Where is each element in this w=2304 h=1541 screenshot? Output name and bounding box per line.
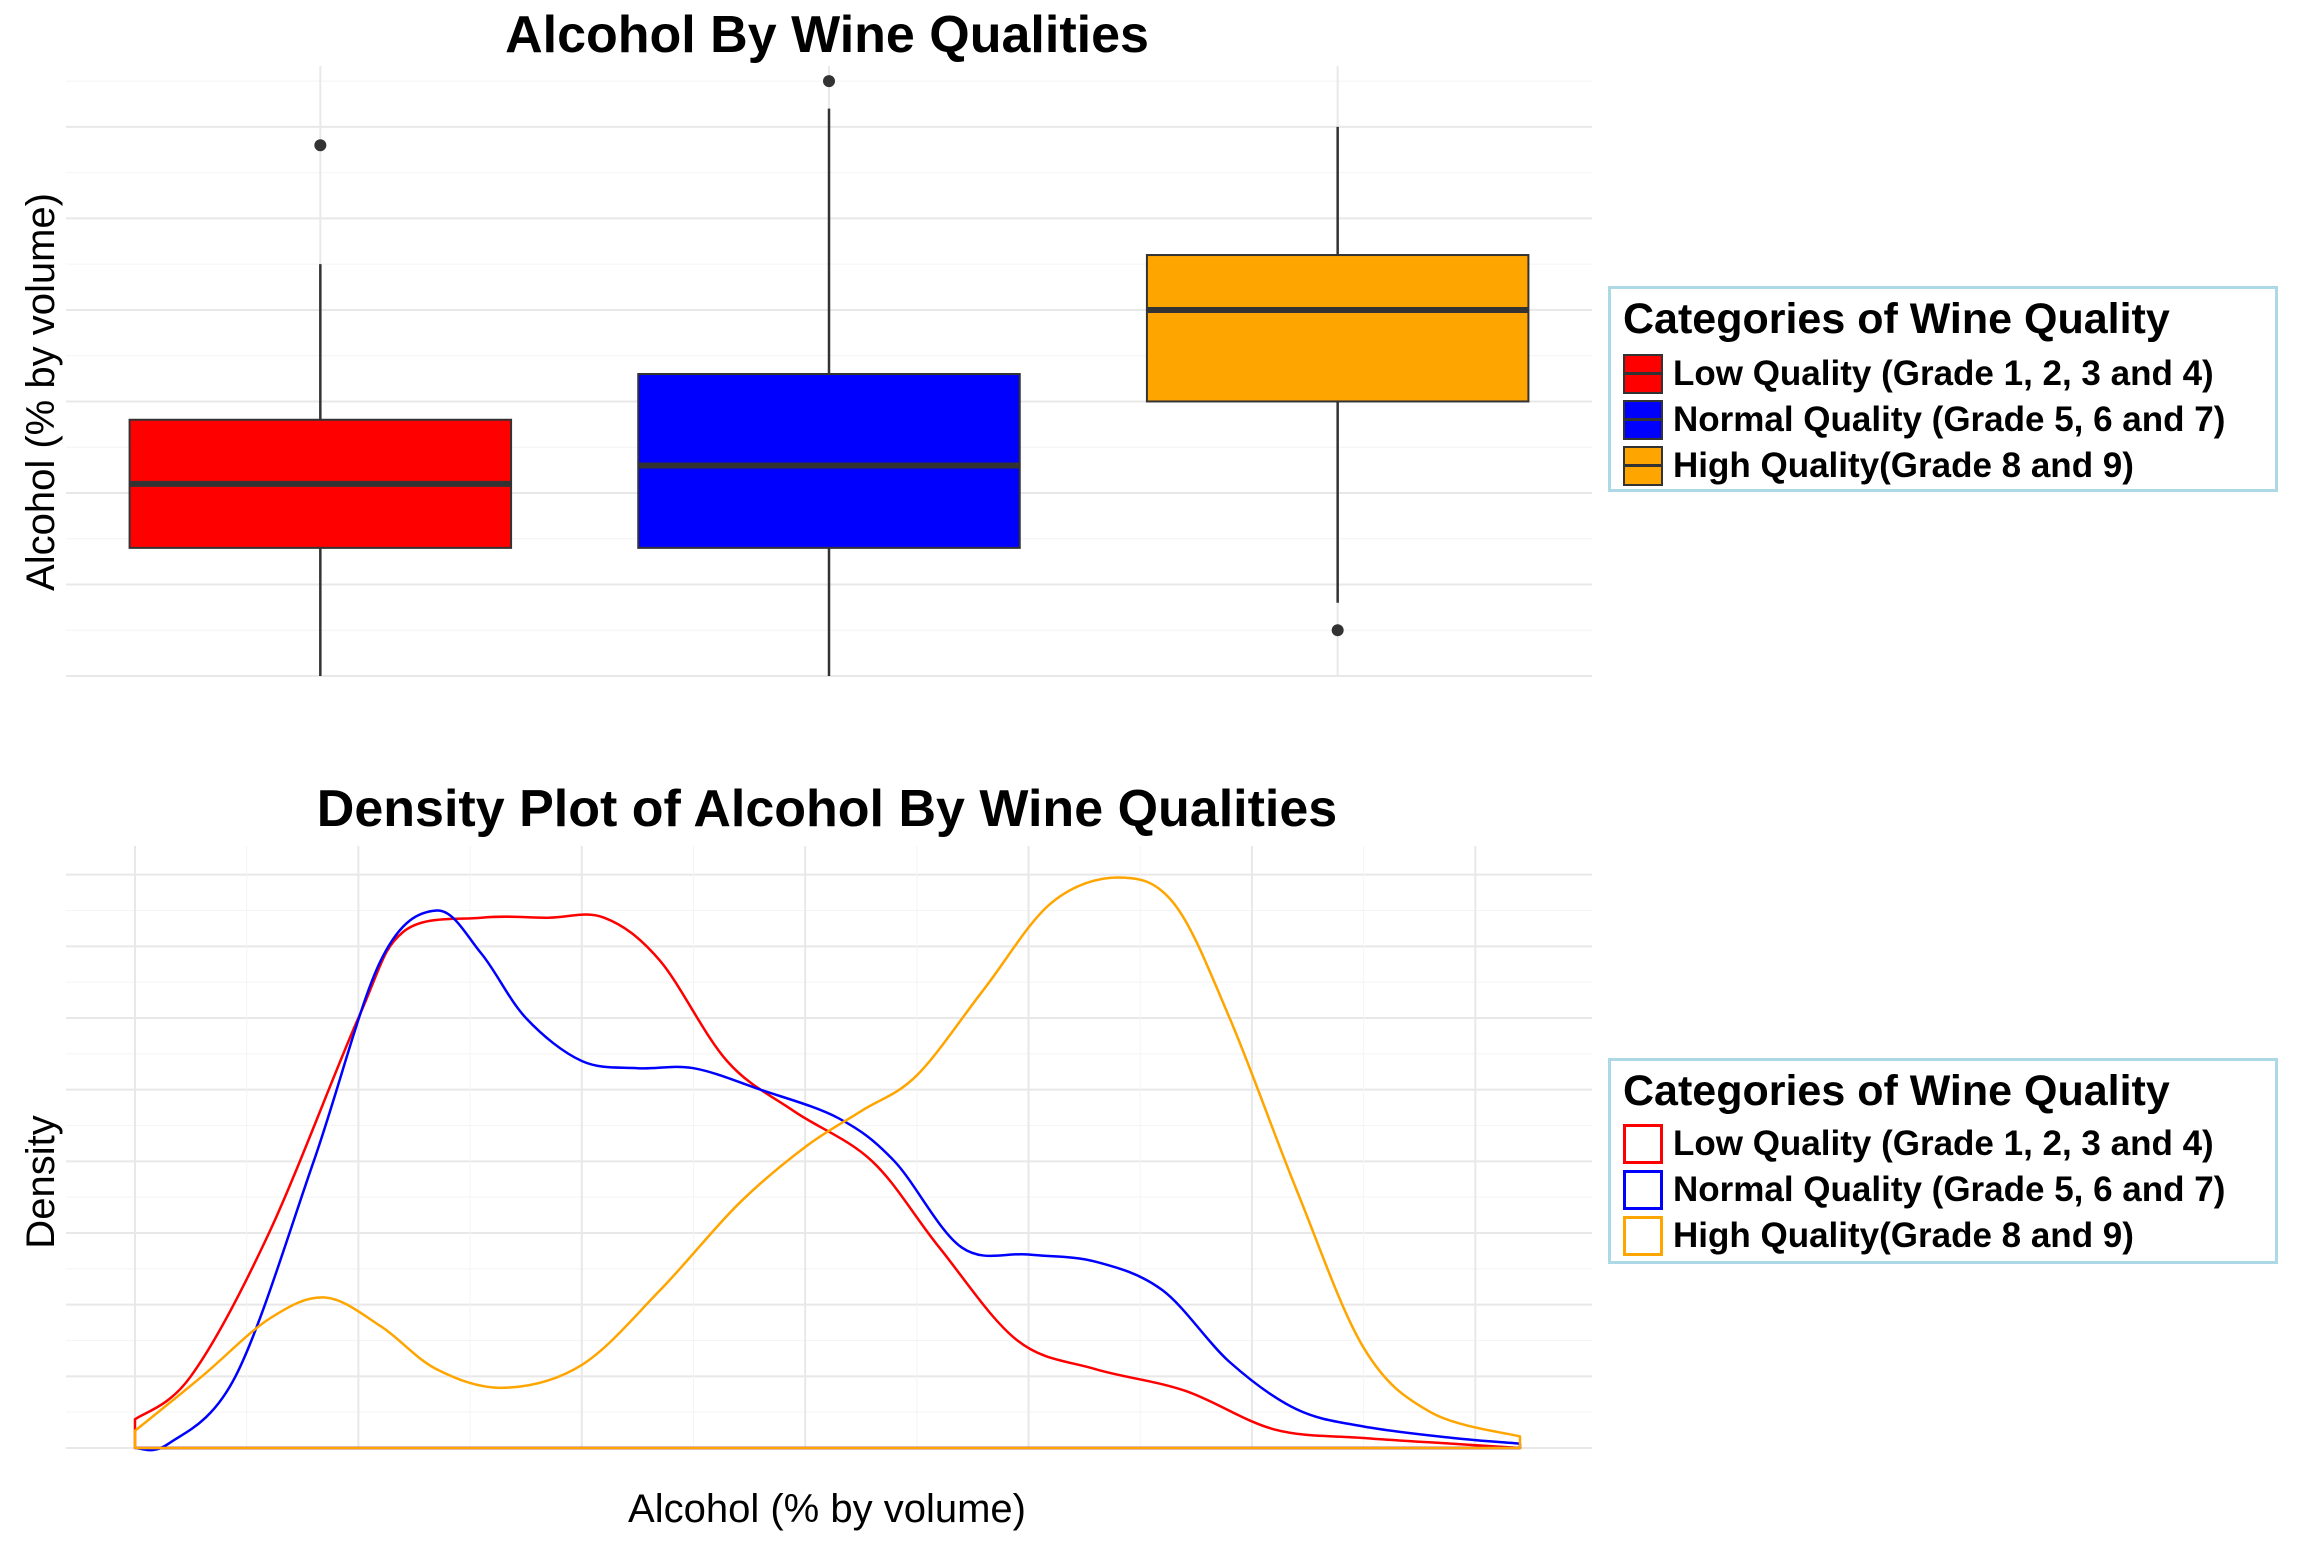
density-plot-x-axis-label: Alcohol (% by volume)	[628, 1487, 1026, 1531]
legend-item-normal-quality: Normal Quality (Grade 5, 6 and 7)	[1623, 397, 2225, 443]
legend-key-high-quality	[1623, 1216, 1663, 1256]
density-plot-grid	[66, 846, 1592, 1449]
box-2	[1145, 254, 1530, 403]
outlier-point	[314, 139, 327, 152]
legend-label: Normal Quality (Grade 5, 6 and 7)	[1673, 1170, 2226, 1209]
legend-label: Normal Quality (Grade 5, 6 and 7)	[1673, 400, 2226, 439]
box-plot-marks	[128, 75, 1530, 676]
box-plot-y-axis-label: Alcohol (% by volume)	[19, 193, 63, 591]
legend-item-low-quality: Low Quality (Grade 1, 2, 3 and 4)	[1623, 351, 2214, 397]
legend-key-median	[1625, 418, 1661, 421]
legend-label: Low Quality (Grade 1, 2, 3 and 4)	[1673, 1124, 2214, 1163]
legend-key-normal-quality	[1623, 1170, 1663, 1210]
legend-key-median	[1625, 372, 1661, 375]
legend-key-normal-quality	[1623, 400, 1663, 440]
legend-label: Low Quality (Grade 1, 2, 3 and 4)	[1673, 354, 2214, 393]
legend-key-low-quality	[1623, 354, 1663, 394]
legend-label: High Quality(Grade 8 and 9)	[1673, 446, 2134, 485]
density-plot-legend: Categories of Wine Quality Low Quality (…	[1608, 1058, 2278, 1264]
density-plot-y-axis-label: Density	[19, 1115, 63, 1248]
density-curve-1	[133, 909, 1522, 1452]
legend-key-median	[1625, 464, 1661, 467]
legend-title: Categories of Wine Quality	[1623, 295, 2170, 343]
legend-key-low-quality	[1623, 1124, 1663, 1164]
legend-item-normal-quality: Normal Quality (Grade 5, 6 and 7)	[1623, 1167, 2225, 1213]
density-plot-title: Density Plot of Alcohol By Wine Qualitie…	[317, 780, 1337, 838]
density-plot-marks	[133, 876, 1522, 1452]
box-plot-title: Alcohol By Wine Qualities	[505, 6, 1149, 64]
box-plot-legend: Categories of Wine Quality Low Quality (…	[1608, 286, 2278, 492]
box-1	[637, 373, 1021, 549]
outlier-point	[1331, 624, 1344, 637]
legend-item-low-quality: Low Quality (Grade 1, 2, 3 and 4)	[1623, 1121, 2214, 1167]
outlier-point	[823, 75, 835, 88]
density-curve-0	[133, 913, 1522, 1450]
legend-label: High Quality(Grade 8 and 9)	[1673, 1216, 2134, 1255]
legend-item-high-quality: High Quality(Grade 8 and 9)	[1623, 1213, 2134, 1259]
legend-key-high-quality	[1623, 446, 1663, 486]
legend-item-high-quality: High Quality(Grade 8 and 9)	[1623, 443, 2134, 489]
legend-title: Categories of Wine Quality	[1623, 1067, 2170, 1115]
density-curve-2	[133, 876, 1522, 1450]
